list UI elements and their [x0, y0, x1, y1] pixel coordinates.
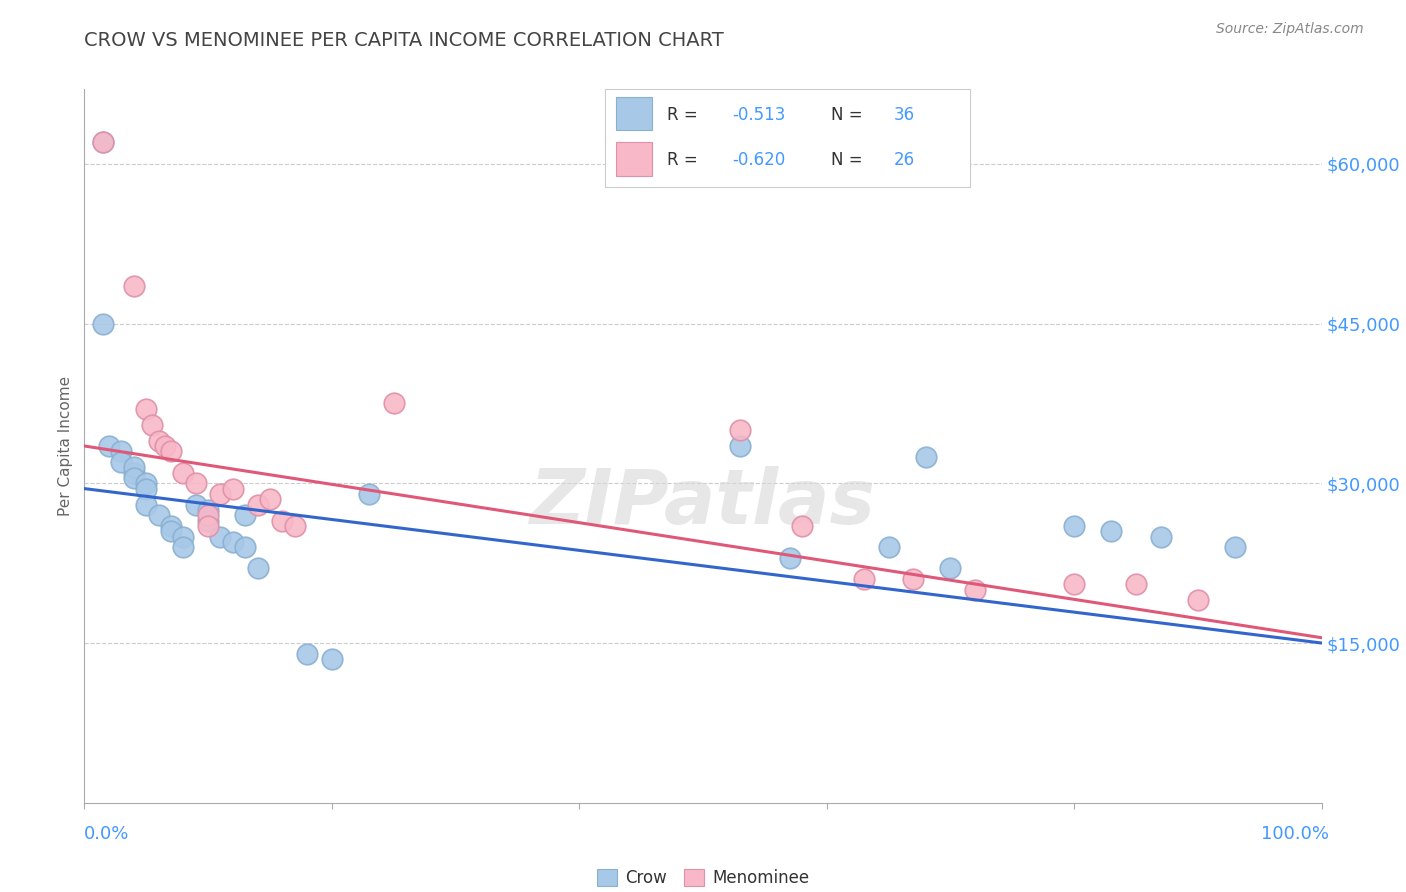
Point: [135, 498, 157, 512]
Point: [271, 514, 294, 528]
Point: [779, 550, 801, 565]
Text: 0.0%: 0.0%: [84, 825, 129, 843]
Point: [222, 482, 245, 496]
Point: [135, 482, 157, 496]
Point: [122, 466, 145, 480]
Point: [91, 136, 114, 150]
Point: [246, 561, 269, 575]
Text: R =: R =: [666, 151, 703, 169]
Text: -0.620: -0.620: [733, 151, 786, 169]
Point: [197, 503, 219, 517]
Point: [321, 652, 343, 666]
Point: [1063, 577, 1085, 591]
Point: [382, 396, 405, 410]
Point: [222, 534, 245, 549]
Point: [914, 450, 936, 464]
Text: CROW VS MENOMINEE PER CAPITA INCOME CORRELATION CHART: CROW VS MENOMINEE PER CAPITA INCOME CORR…: [84, 31, 724, 50]
Point: [939, 561, 962, 575]
Text: 36: 36: [893, 106, 914, 124]
Text: R =: R =: [666, 106, 703, 124]
Point: [197, 508, 219, 523]
Point: [184, 498, 207, 512]
Point: [965, 582, 987, 597]
Point: [98, 439, 121, 453]
Point: [1150, 529, 1173, 543]
Text: 100.0%: 100.0%: [1261, 825, 1329, 843]
Text: ZIPatlas: ZIPatlas: [530, 467, 876, 540]
Point: [357, 487, 380, 501]
Point: [197, 519, 219, 533]
Point: [728, 439, 751, 453]
Point: [1099, 524, 1122, 539]
Point: [172, 466, 194, 480]
Point: [284, 519, 307, 533]
Point: [233, 540, 256, 554]
Point: [122, 279, 145, 293]
Point: [148, 508, 170, 523]
Point: [122, 460, 145, 475]
Point: [728, 423, 751, 437]
Point: [903, 572, 925, 586]
Point: [852, 572, 875, 586]
Point: [160, 519, 183, 533]
Point: [1223, 540, 1246, 554]
Point: [141, 417, 163, 432]
Point: [172, 540, 194, 554]
Text: N =: N =: [831, 151, 868, 169]
Bar: [616, 142, 652, 176]
Point: [91, 317, 114, 331]
Text: Source: ZipAtlas.com: Source: ZipAtlas.com: [1216, 22, 1364, 37]
Bar: [616, 97, 652, 130]
Text: N =: N =: [831, 106, 868, 124]
Point: [246, 498, 269, 512]
Point: [877, 540, 900, 554]
Point: [1187, 593, 1209, 607]
Point: [172, 529, 194, 543]
Point: [110, 444, 132, 458]
Point: [160, 444, 183, 458]
Text: -0.513: -0.513: [733, 106, 786, 124]
Point: [233, 508, 256, 523]
Point: [197, 514, 219, 528]
Point: [135, 401, 157, 416]
Point: [1063, 519, 1085, 533]
Point: [259, 492, 281, 507]
Point: [135, 476, 157, 491]
Point: [122, 471, 145, 485]
Point: [1125, 577, 1147, 591]
Point: [148, 434, 170, 448]
Point: [153, 439, 176, 453]
Point: [184, 476, 207, 491]
Point: [91, 136, 114, 150]
Point: [209, 529, 232, 543]
Point: [209, 487, 232, 501]
Point: [110, 455, 132, 469]
Point: [790, 519, 813, 533]
Text: 26: 26: [893, 151, 914, 169]
Point: [295, 647, 318, 661]
Legend: Crow, Menominee: Crow, Menominee: [598, 869, 808, 888]
Point: [160, 524, 183, 539]
Y-axis label: Per Capita Income: Per Capita Income: [58, 376, 73, 516]
